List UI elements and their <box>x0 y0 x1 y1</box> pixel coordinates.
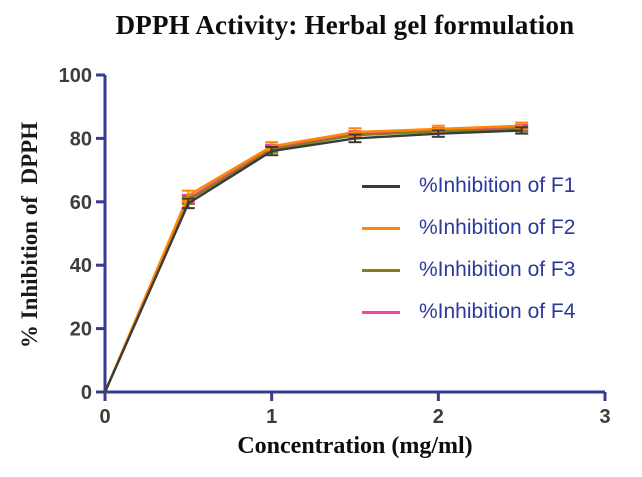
legend-item-f2: %Inhibition of F2 <box>362 214 575 242</box>
x-tick-label: 1 <box>266 406 277 428</box>
legend-line-swatch-f2 <box>362 226 400 230</box>
legend-label-f4: %Inhibition of F4 <box>419 300 576 323</box>
legend-label-f1: %Inhibition of F1 <box>419 174 576 197</box>
legend-label-f2: %Inhibition of F2 <box>419 216 576 239</box>
y-tick-label: 80 <box>70 128 92 150</box>
x-tick-label: 2 <box>433 406 444 428</box>
legend-item-f3: %Inhibition of F3 <box>362 256 575 284</box>
y-tick-label: 60 <box>70 192 92 214</box>
y-tick-label: 20 <box>70 319 92 341</box>
series-line-f1 <box>103 129 522 393</box>
y-tick-label: 0 <box>81 382 92 404</box>
y-tick-label: 100 <box>59 65 92 87</box>
x-axis-label: Concentration (mg/ml) <box>237 433 473 459</box>
legend-item-f4: %Inhibition of F4 <box>362 298 575 326</box>
legend-label-f3: %Inhibition of F3 <box>419 258 576 281</box>
legend-line-swatch-f1 <box>362 184 400 188</box>
legend-line-swatch-f4 <box>362 310 400 314</box>
series-line-f2 <box>103 124 522 393</box>
y-tick-label: 40 <box>70 255 92 277</box>
x-tick-label: 0 <box>99 406 110 428</box>
x-tick-label: 3 <box>599 406 610 428</box>
legend-line-swatch-f3 <box>362 268 400 272</box>
legend-item-f1: %Inhibition of F1 <box>362 172 575 200</box>
legend: %Inhibition of F1 %Inhibition of F2 %Inh… <box>362 172 575 340</box>
chart-title: DPPH Activity: Herbal gel formulation <box>115 10 575 40</box>
